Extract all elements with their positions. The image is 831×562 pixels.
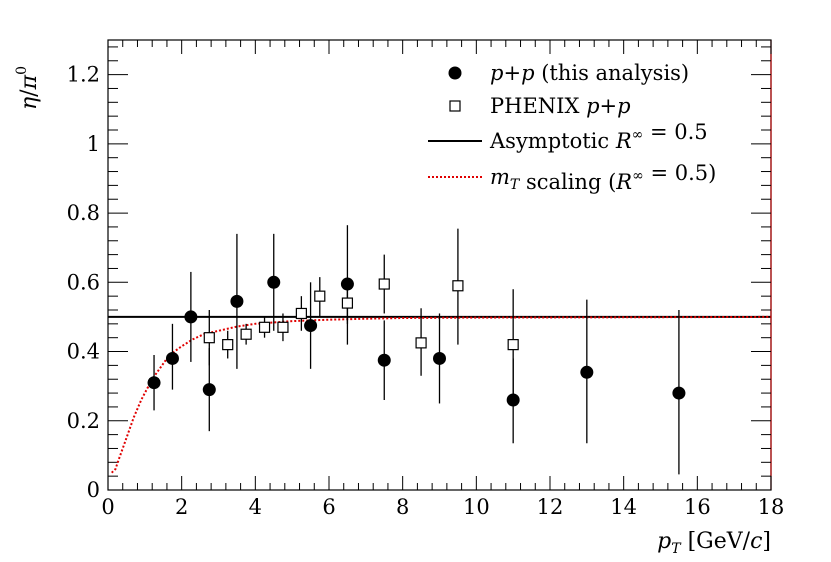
y-tick-label: 1	[87, 132, 100, 156]
y-tick-label: 0	[87, 478, 100, 502]
x-tick-label: 14	[610, 495, 637, 519]
data-point-phenix	[222, 339, 234, 351]
y-tick-label: 0.4	[67, 340, 100, 364]
data-point-this-analysis	[580, 365, 594, 379]
data-point-phenix	[277, 321, 289, 333]
y-tick-label: 0.2	[67, 409, 100, 433]
axis-ticks	[107, 40, 772, 491]
data-point-phenix	[452, 280, 464, 292]
x-tick-label: 10	[463, 495, 490, 519]
plot-frame	[107, 39, 772, 491]
data-point-phenix	[415, 337, 427, 349]
data-point-this-analysis	[672, 386, 686, 400]
data-point-phenix	[341, 297, 354, 309]
data-point-phenix	[378, 278, 390, 290]
y-tick-labels: 0 0.2 0.4 0.6 0.8 1 1.2	[67, 63, 100, 502]
data-point-this-analysis	[506, 393, 520, 407]
data-point-phenix	[203, 332, 215, 344]
y-axis-title: η/π0	[14, 66, 42, 110]
data-point-phenix	[507, 339, 519, 351]
legend-label: p+p (this analysis)	[490, 61, 689, 85]
x-tick-labels: 0 2 4 6 8 10 12 14 16 18	[101, 495, 784, 519]
data-point-this-analysis	[202, 383, 216, 397]
data-point-this-analysis	[267, 275, 281, 289]
data-markers	[147, 275, 686, 407]
y-tick-label: 0.8	[67, 201, 100, 225]
data-point-this-analysis	[377, 353, 391, 367]
x-tick-label: 2	[175, 495, 188, 519]
data-point-phenix	[295, 307, 307, 320]
mt-scaling-curve	[111, 315, 772, 474]
data-point-this-analysis	[165, 351, 179, 365]
legend-label: Asymptotic R∞ = 0.5	[489, 120, 708, 153]
x-tick-label: 18	[758, 495, 785, 519]
x-tick-label: 0	[101, 495, 114, 519]
data-point-this-analysis	[184, 310, 198, 324]
data-point-phenix	[258, 321, 271, 333]
x-tick-label: 8	[396, 495, 409, 519]
x-axis-title: pT [GeV/c]	[657, 529, 771, 557]
y-tick-label: 1.2	[67, 63, 100, 87]
x-tick-label: 16	[684, 495, 711, 519]
legend-label: mT scaling (R∞ = 0.5)	[490, 161, 716, 194]
x-tick-label: 6	[322, 495, 335, 519]
data-point-phenix	[240, 328, 252, 340]
data-point-this-analysis	[340, 277, 354, 291]
data-point-phenix	[314, 290, 326, 302]
data-point-this-analysis	[304, 319, 318, 333]
data-point-this-analysis	[147, 376, 161, 390]
x-tick-label: 12	[537, 495, 564, 519]
legend-marker-circle	[448, 66, 462, 80]
legend-marker-square	[449, 100, 461, 112]
data-point-this-analysis	[230, 294, 244, 308]
data-point-this-analysis	[433, 351, 446, 365]
legend: p+p (this analysis) PHENIX p+pAsymptotic …	[428, 61, 716, 194]
legend-label: PHENIX p+p	[490, 94, 631, 118]
y-tick-label: 0.6	[67, 270, 100, 294]
x-tick-label: 4	[249, 495, 262, 519]
